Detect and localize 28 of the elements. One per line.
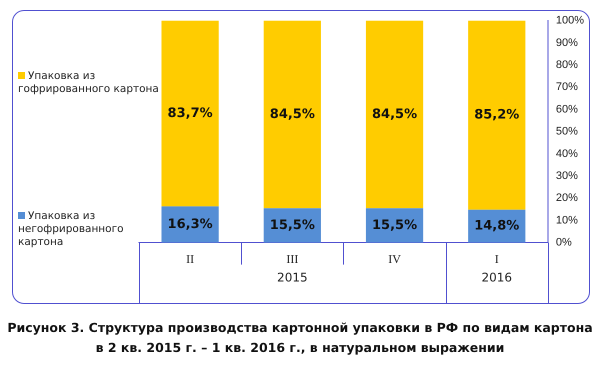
y-tick-label: 100% — [556, 14, 584, 27]
x-tick-label: II — [186, 252, 194, 266]
legend-label: Упаковка из негофрированного картона — [18, 210, 125, 249]
data-label: 84,5% — [270, 106, 315, 122]
data-label: 14,8% — [474, 218, 520, 234]
y-tick-label: 30% — [556, 170, 578, 182]
data-label: 84,5% — [372, 106, 418, 122]
y-tick-label: 0% — [556, 236, 572, 249]
y-tick-label: 20% — [556, 192, 578, 204]
y-tick-label: 80% — [556, 59, 578, 72]
y-tick-label: 90% — [556, 36, 578, 49]
y-tick-label: 40% — [556, 148, 578, 160]
text: 2015 — [277, 270, 308, 285]
y-tick-label: 70% — [556, 81, 578, 94]
x-tick-label: IV — [388, 252, 402, 266]
y-tick-label: 60% — [556, 103, 578, 116]
x-tick-label: III — [286, 252, 298, 266]
text: Рисунок 3. Структура производства картонной упаковки в РФ по видам картона в 2 кв. 2015 г. – 1 кв. 2016 г., в натуральном выражении — [6, 319, 594, 357]
y-tick-label: 50% — [556, 126, 578, 138]
data-label: 16,3% — [168, 216, 213, 232]
data-label: 15,5% — [270, 218, 315, 233]
x-tick-label: I — [494, 252, 499, 266]
text: 2016 — [481, 270, 512, 285]
data-label: 85,2% — [474, 108, 520, 123]
data-label: 83,7% — [168, 106, 213, 121]
legend-label: Упаковка из гофрированного картона — [18, 70, 160, 96]
data-label: 15,5% — [372, 218, 418, 233]
y-tick-label: 10% — [556, 214, 578, 226]
